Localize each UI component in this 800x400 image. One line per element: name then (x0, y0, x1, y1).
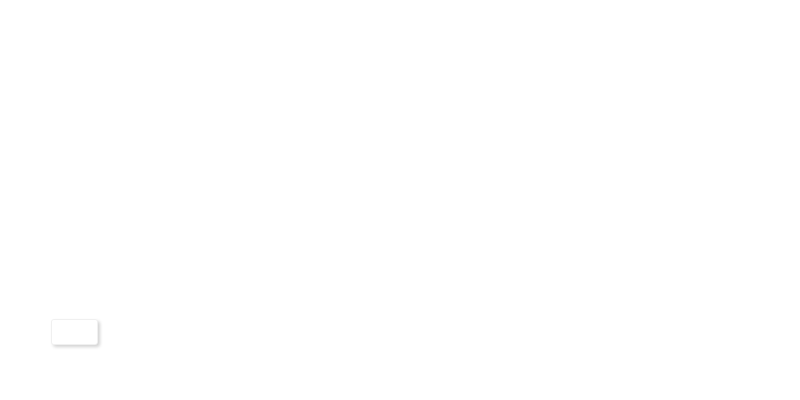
price-chart (0, 0, 800, 312)
legend (51, 319, 98, 345)
legend-swatch-icon (66, 328, 74, 336)
